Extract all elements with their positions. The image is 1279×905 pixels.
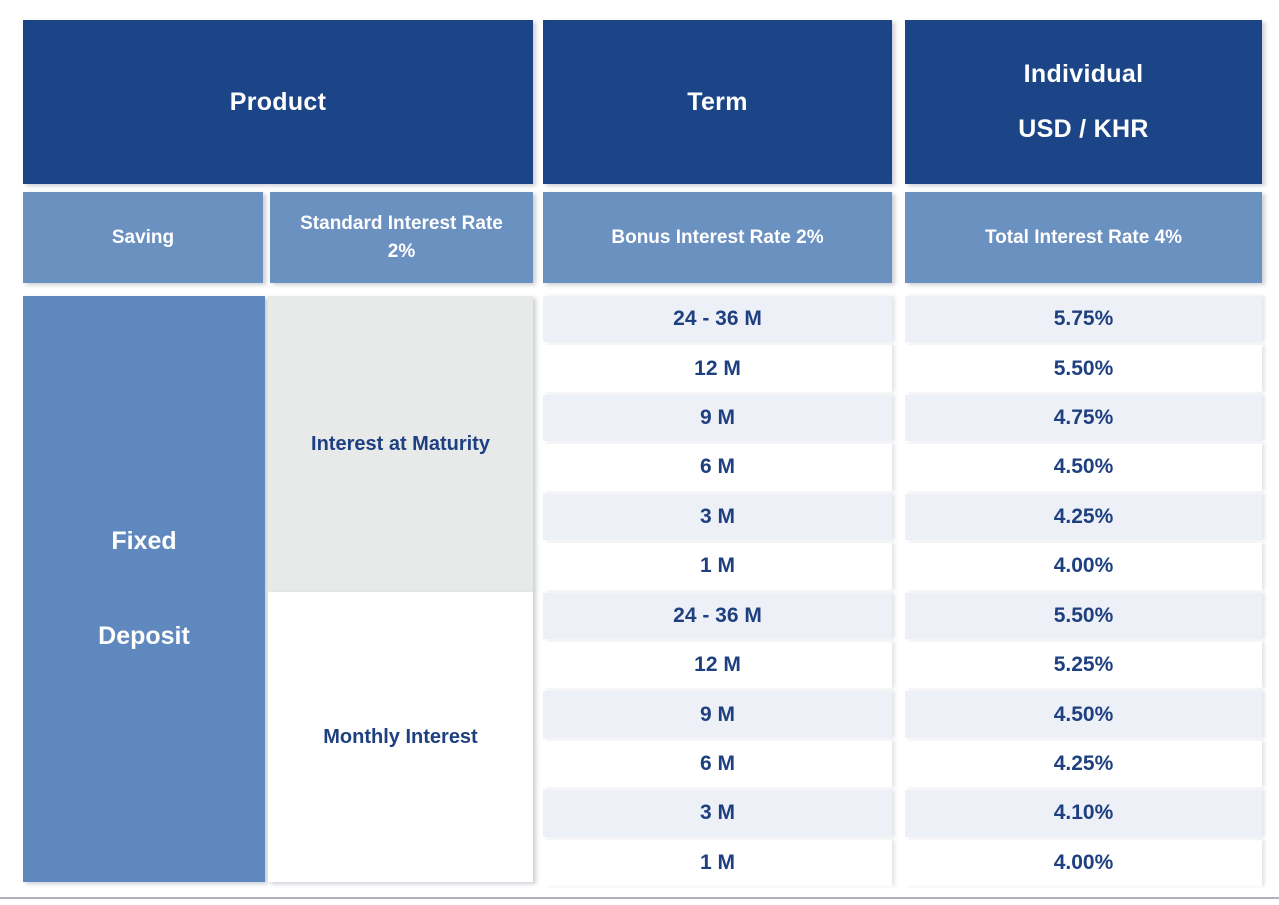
header-product: Product bbox=[23, 20, 533, 184]
term-cell: 9 M bbox=[543, 394, 892, 442]
term-cell: 12 M bbox=[543, 641, 892, 689]
rate-cell: 4.25% bbox=[905, 493, 1262, 541]
subheader-bonus-rate-label: Bonus Interest Rate 2% bbox=[611, 226, 824, 248]
rate-cell: 4.10% bbox=[905, 790, 1262, 837]
header-term: Term bbox=[543, 20, 892, 184]
subheader-total-rate-label: Total Interest Rate 4% bbox=[984, 226, 1183, 248]
product-name-line1: Fixed bbox=[111, 527, 177, 555]
term-cell: 1 M bbox=[543, 839, 892, 886]
rate-cell: 4.50% bbox=[905, 691, 1262, 738]
subheader-total-rate: Total Interest Rate 4% bbox=[905, 192, 1262, 283]
header-term-label: Term bbox=[687, 87, 748, 116]
subheader-saving-label: Saving bbox=[111, 226, 175, 248]
product-cell-fixed-deposit: Fixed Deposit bbox=[23, 296, 265, 882]
term-cell: 3 M bbox=[543, 790, 892, 837]
term-cell: 1 M bbox=[543, 543, 892, 590]
term-cell: 6 M bbox=[543, 740, 892, 788]
rate-cell: 4.75% bbox=[905, 394, 1262, 442]
term-cell: 3 M bbox=[543, 493, 892, 541]
subheader-saving: Saving bbox=[23, 192, 263, 283]
header-product-label: Product bbox=[229, 87, 327, 116]
payout-cell-monthly-interest: Monthly Interest bbox=[268, 592, 533, 882]
rate-cell: 5.75% bbox=[905, 296, 1262, 343]
rate-cell: 4.50% bbox=[905, 444, 1262, 491]
subheader-standard-rate: Standard Interest Rate 2% bbox=[270, 192, 533, 283]
payout-cell-interest-at-maturity: Interest at Maturity bbox=[268, 296, 533, 592]
product-name-line2: Deposit bbox=[98, 622, 190, 650]
subheader-bonus-rate: Bonus Interest Rate 2% bbox=[543, 192, 892, 283]
rate-cell: 5.50% bbox=[905, 345, 1262, 392]
bottom-divider-line bbox=[0, 897, 1279, 899]
rate-cell: 4.00% bbox=[905, 543, 1262, 590]
term-column: 24 - 36 M 12 M 9 M 6 M 3 M 1 M 24 - 36 M… bbox=[543, 296, 892, 886]
rate-cell: 4.00% bbox=[905, 839, 1262, 886]
term-cell: 9 M bbox=[543, 691, 892, 738]
header-individual: Individual USD / KHR bbox=[905, 20, 1262, 184]
subheader-standard-rate-label: Standard Interest Rate 2% bbox=[300, 212, 503, 262]
header-individual-line1: Individual bbox=[1023, 60, 1144, 88]
term-cell: 12 M bbox=[543, 345, 892, 392]
rate-cell: 5.25% bbox=[905, 641, 1262, 689]
term-cell: 6 M bbox=[543, 444, 892, 491]
term-cell: 24 - 36 M bbox=[543, 296, 892, 343]
term-cell: 24 - 36 M bbox=[543, 592, 892, 639]
rate-cell: 4.25% bbox=[905, 740, 1262, 788]
rate-column: 5.75% 5.50% 4.75% 4.50% 4.25% 4.00% 5.50… bbox=[905, 296, 1262, 886]
rate-cell: 5.50% bbox=[905, 592, 1262, 639]
header-individual-line2: USD / KHR bbox=[1018, 115, 1149, 143]
